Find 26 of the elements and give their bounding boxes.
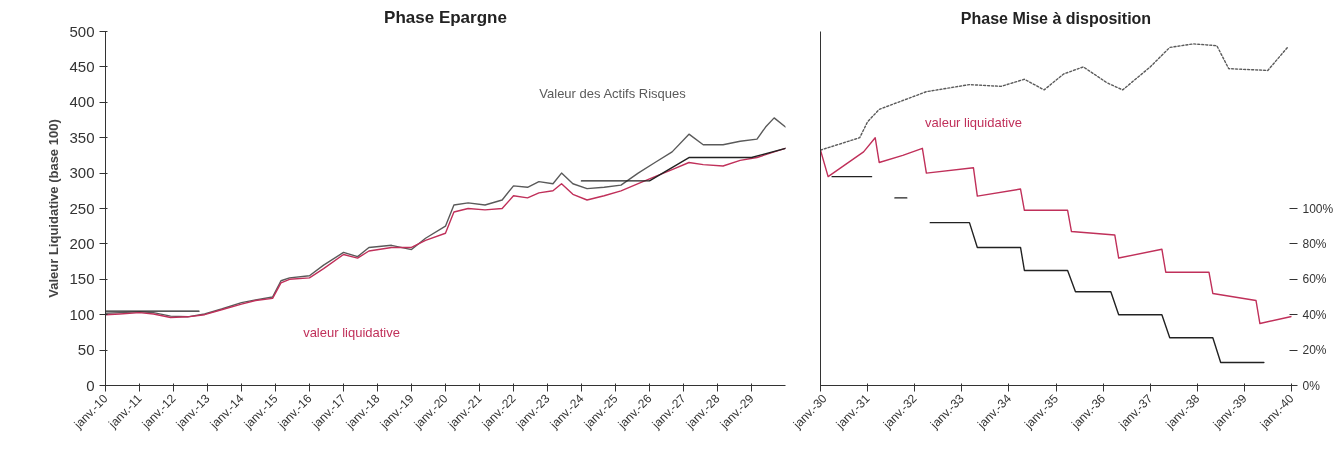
y-tick-label: 50	[77, 341, 95, 359]
chart-title: Phase Mise à disposition	[960, 9, 1152, 27]
line-series	[820, 137, 1292, 325]
y-tick-label: 350	[69, 128, 95, 146]
y-tick-label: 0	[86, 376, 95, 394]
y2-tick-label: 20%	[1302, 343, 1327, 358]
y-tick-label: 500	[69, 22, 95, 40]
text: valeur liquidative	[303, 324, 400, 340]
text: Valeur des Actifs Risques	[539, 86, 687, 102]
y-tick-label: 400	[69, 93, 95, 111]
line-series	[105, 117, 786, 318]
y-tick-label: 200	[69, 234, 95, 252]
y-axis-title: Valeur Liquidative (base 100)	[46, 119, 62, 298]
y2-tick-label: 100%	[1302, 201, 1334, 216]
series-label: valeur liquidative	[925, 115, 1022, 131]
y2-tick-label: 40%	[1302, 307, 1327, 322]
line-series	[820, 43, 1289, 151]
y-tick-label: 450	[69, 57, 95, 75]
y-tick-label: 250	[69, 199, 95, 217]
y-tick-label: 100	[69, 305, 95, 323]
chart-title: Phase Epargne	[384, 7, 507, 27]
y2-tick-label: 60%	[1302, 272, 1327, 287]
y2-tick-label: 0%	[1302, 378, 1321, 393]
y-tick-label: 150	[69, 270, 95, 288]
y-tick-label: 300	[69, 164, 95, 182]
y2-tick-label: 80%	[1302, 236, 1327, 251]
